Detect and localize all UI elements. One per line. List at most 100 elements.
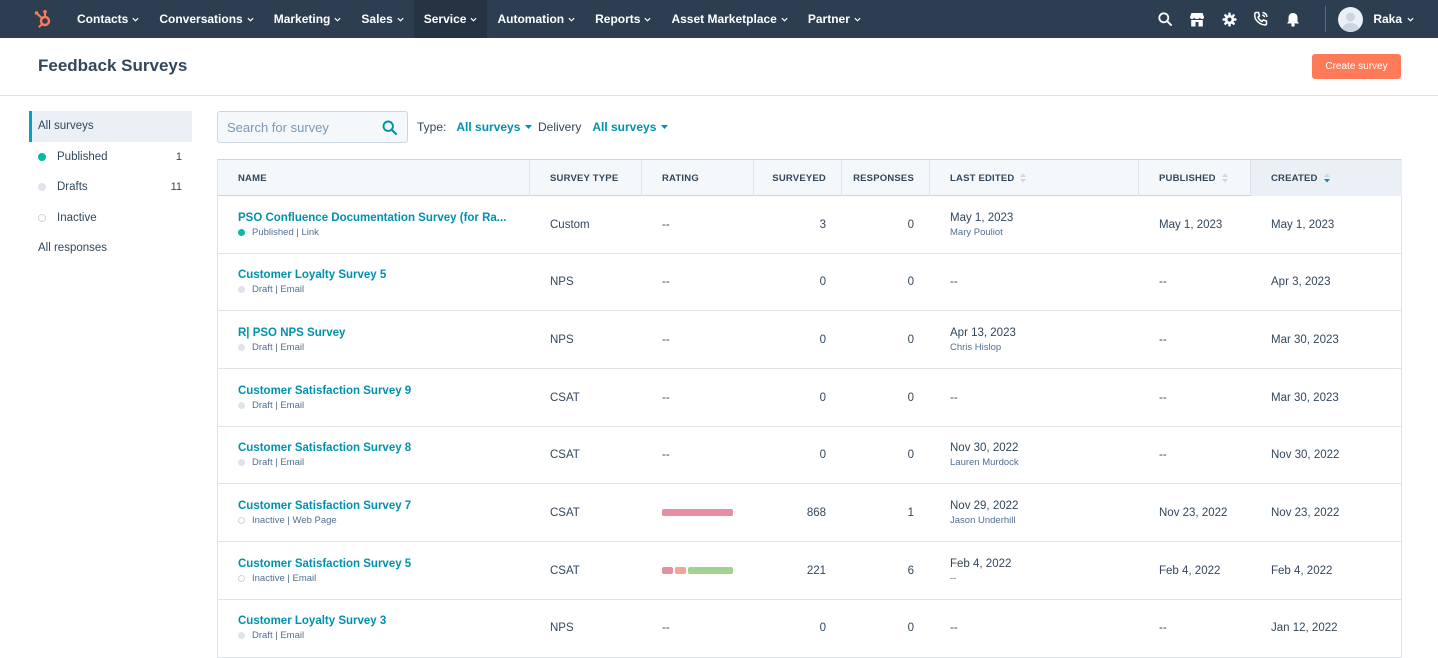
status-dot-icon [238,343,245,351]
settings-gear-icon[interactable] [1213,0,1245,38]
chevron-down-icon [781,17,788,22]
sidebar-item-label: Inactive [57,211,97,224]
survey-status-text: Inactive | Web Page [252,514,337,526]
table-header: NAME SURVEY TYPE RATING SURVEYED RESPONS… [218,159,1402,196]
last-edited-date: -- [950,391,958,404]
caret-down-icon [661,124,669,129]
nav-marketing[interactable]: Marketing [264,0,352,38]
responses-count: 0 [907,449,914,462]
survey-status-text: Draft | Email [252,457,305,469]
survey-type: Custom [550,218,590,231]
nav-asset-marketplace[interactable]: Asset Marketplace [661,0,797,38]
created-date: Mar 30, 2023 [1271,391,1339,404]
published-date: -- [1159,333,1167,346]
column-header-surveyed[interactable]: SURVEYED [754,160,842,196]
status-dot-icon [38,152,46,161]
surveyed-count: 0 [819,449,826,462]
rating-value: -- [662,449,670,462]
search-box [217,111,408,143]
responses-count: 0 [907,622,914,635]
sidebar-item-published[interactable]: Published 1 [29,142,192,173]
column-header-responses[interactable]: RESPONSES [842,160,930,196]
hubspot-logo-icon[interactable] [26,0,60,38]
rating-value: -- [662,276,670,289]
nav-conversations[interactable]: Conversations [149,0,263,38]
delivery-filter-value: All surveys [592,120,657,134]
notifications-bell-icon[interactable] [1277,0,1309,38]
nav-item-label: Sales [361,12,393,26]
last-edited-by: Chris Hislop [950,341,1002,353]
surveyed-count: 221 [806,564,826,577]
survey-status: Inactive | Web Page [238,515,523,526]
search-input[interactable] [218,119,378,135]
survey-status-text: Draft | Email [252,284,305,296]
responses-count: 0 [907,391,914,404]
column-header-last-edited[interactable]: LAST EDITED [930,160,1139,196]
table-row[interactable]: Customer Satisfaction Survey 7 Inactive |… [218,484,1401,543]
type-filter-dropdown[interactable]: All surveys [456,120,533,134]
table-row[interactable]: Customer Satisfaction Survey 5 Inactive |… [218,542,1401,600]
chevron-down-icon [247,17,254,22]
survey-type: NPS [550,276,574,289]
last-edited-by: -- [950,572,957,584]
survey-status-text: Draft | Email [252,341,305,353]
survey-status: Draft | Email [238,400,523,411]
sidebar-item-all-surveys[interactable]: All surveys [29,111,192,142]
rating-segment [662,567,674,575]
search-icon[interactable] [1149,0,1181,38]
table-row[interactable]: Customer Satisfaction Survey 9 Draft | Em… [218,369,1401,427]
type-filter: Type: All surveys [417,120,533,134]
published-date: -- [1159,622,1167,635]
column-header-created[interactable]: CREATED [1251,160,1402,196]
nav-automation[interactable]: Automation [487,0,585,38]
table-row[interactable]: Customer Satisfaction Survey 8 Draft | Em… [218,427,1401,485]
user-menu[interactable]: Raka [1373,12,1414,26]
search-icon[interactable] [382,120,397,140]
chevron-down-icon [1407,17,1414,22]
responses-count: 1 [907,506,914,519]
nav-reports[interactable]: Reports [585,0,661,38]
last-edited-date: Nov 29, 2022 [950,499,1019,512]
chevron-down-icon [397,17,404,22]
nav-sales[interactable]: Sales [351,0,413,38]
column-header-published[interactable]: PUBLISHED [1139,160,1251,196]
nav-partner[interactable]: Partner [798,0,871,38]
rating-bar[interactable] [662,567,734,575]
nav-service[interactable]: Service [413,0,488,38]
surveys-table: NAME SURVEY TYPE RATING SURVEYED RESPONS… [217,159,1402,658]
column-header-survey-type[interactable]: SURVEY TYPE [530,160,642,196]
last-edited-date: Apr 13, 2023 [950,326,1016,339]
sort-descending-icon [1323,173,1330,183]
sidebar-item-inactive[interactable]: Inactive [29,203,192,234]
nav-divider [1325,6,1327,32]
sidebar-item-drafts[interactable]: Drafts 11 [29,172,192,203]
responses-count: 0 [907,218,914,231]
rating-segment [675,567,687,575]
rating-bar[interactable] [662,509,733,517]
column-header-rating[interactable]: RATING [642,160,754,196]
responses-count: 0 [907,333,914,346]
published-date: -- [1159,276,1167,289]
table-row[interactable]: Customer Loyalty Survey 5 Draft | Email NP… [218,254,1401,312]
table-row[interactable]: PSO Confluence Documentation Survey (for… [218,196,1401,254]
column-header-name[interactable]: NAME [218,160,530,196]
delivery-filter-dropdown[interactable]: All surveys [592,120,669,134]
marketplace-icon[interactable] [1181,0,1213,38]
last-edited-by: Mary Pouliot [950,226,1003,238]
nav-item-label: Partner [807,12,850,26]
create-survey-button[interactable]: Create survey [1312,54,1401,79]
sidebar-item-count: 1 [175,150,182,163]
chevron-down-icon [568,17,575,22]
survey-type: CSAT [550,564,580,577]
responses-count: 6 [907,564,914,577]
calling-phone-icon[interactable] [1245,0,1277,38]
nav-item-label: Asset Marketplace [671,12,777,26]
survey-status-text: Published | Link [252,226,319,238]
table-row[interactable]: R| PSO NPS Survey Draft | Email NPS -- 0 0 Apr… [218,311,1401,370]
created-date: Feb 4, 2022 [1271,564,1333,577]
status-dot-icon [238,286,245,294]
nav-contacts[interactable]: Contacts [67,0,149,38]
sidebar-item-all-responses[interactable]: All responses [29,233,192,264]
user-avatar[interactable] [1338,6,1364,32]
table-row[interactable]: Customer Loyalty Survey 3 Draft | Email NP… [218,600,1401,658]
